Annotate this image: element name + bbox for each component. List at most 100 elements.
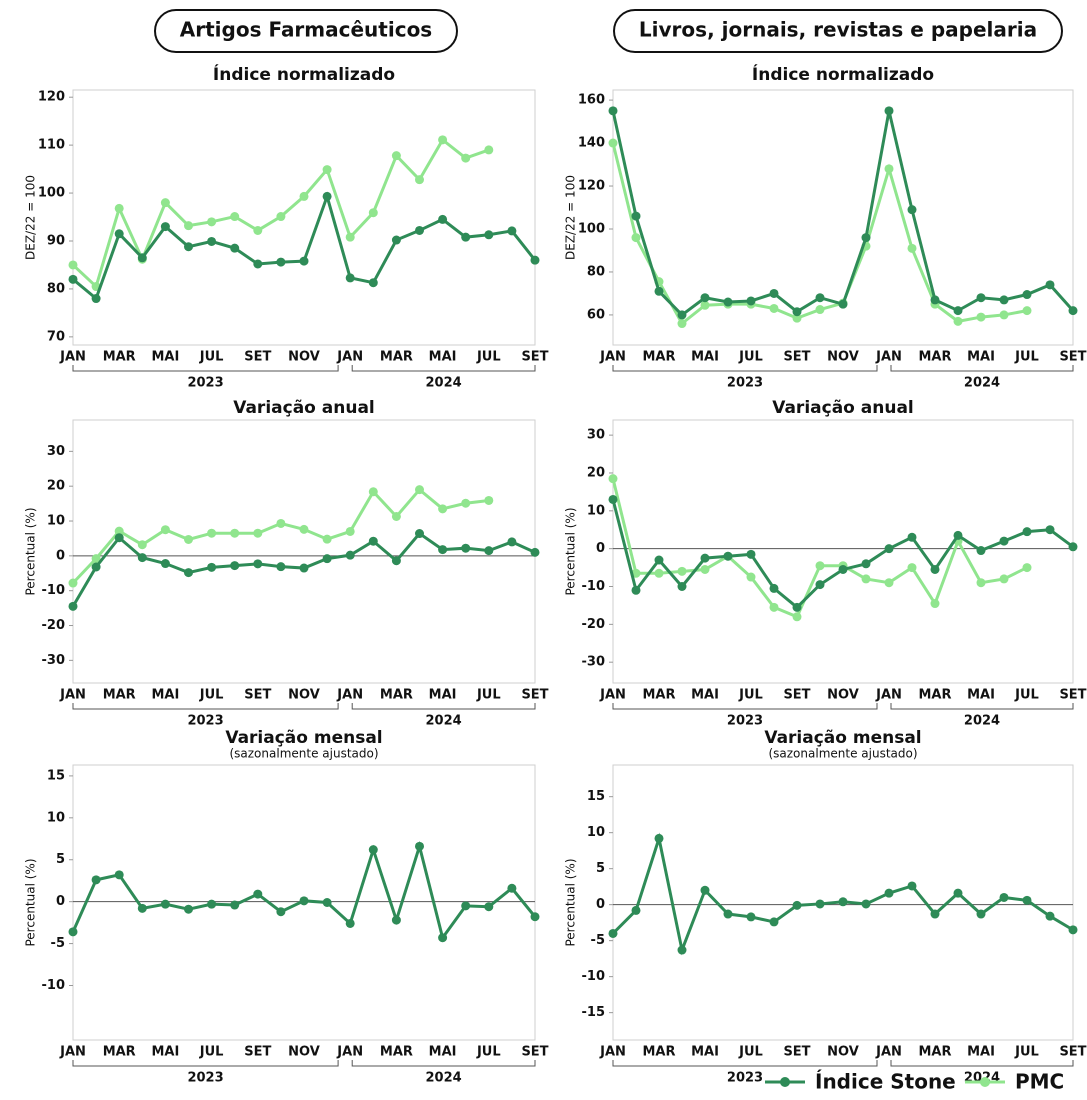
marker xyxy=(999,536,1009,546)
x-tick-label: JAN xyxy=(599,688,626,703)
year-label: 2023 xyxy=(727,376,763,391)
series-line xyxy=(611,110,1075,317)
marker xyxy=(769,583,779,593)
y-tick-label: 80 xyxy=(587,264,605,279)
marker xyxy=(114,533,124,543)
marker xyxy=(723,551,733,561)
marker xyxy=(160,198,170,208)
marker xyxy=(415,841,424,851)
marker xyxy=(438,135,448,145)
year-label: 2024 xyxy=(426,376,462,391)
marker xyxy=(769,303,779,313)
marker xyxy=(137,553,147,563)
year-bracket xyxy=(72,703,339,710)
marker xyxy=(322,898,332,907)
plot-frame xyxy=(72,764,536,1041)
marker xyxy=(484,902,494,912)
x-tick-label: JAN xyxy=(336,688,363,703)
marker xyxy=(184,534,193,544)
x-tick-label: MAR xyxy=(380,1045,413,1060)
marker xyxy=(769,602,779,612)
x-tick-label: JUL xyxy=(1014,350,1039,365)
y-tick-label: -15 xyxy=(582,1005,606,1020)
marker xyxy=(207,562,217,572)
marker xyxy=(299,896,309,906)
chart-title: Índice normalizado xyxy=(213,63,395,85)
marker xyxy=(68,578,78,588)
x-tick-label: JAN xyxy=(336,350,363,365)
marker xyxy=(815,561,825,571)
year-label: 2024 xyxy=(426,714,462,729)
marker xyxy=(230,900,240,910)
marker xyxy=(884,164,894,174)
x-tick-label: MAI xyxy=(967,1045,995,1060)
marker xyxy=(68,927,78,937)
plot-frame xyxy=(612,764,1074,1041)
column-header-box xyxy=(613,9,1063,53)
marker xyxy=(677,566,687,576)
year-bracket xyxy=(890,1060,1074,1067)
marker xyxy=(114,526,124,536)
marker xyxy=(792,602,802,612)
y-axis-label: Percentual (%) xyxy=(24,507,38,595)
plot-frame xyxy=(612,89,1074,346)
year-bracket xyxy=(72,1060,339,1067)
y-tick-label: 0 xyxy=(56,894,65,909)
marker xyxy=(160,559,170,569)
marker xyxy=(507,226,517,236)
marker xyxy=(907,205,917,215)
year-bracket xyxy=(890,365,1074,372)
x-tick-label: MAI xyxy=(151,688,179,703)
marker xyxy=(930,599,940,609)
marker xyxy=(345,273,355,283)
marker xyxy=(345,526,355,536)
marker xyxy=(484,230,494,240)
marker xyxy=(953,530,963,540)
y-tick-label: -20 xyxy=(42,618,66,633)
marker xyxy=(861,574,871,584)
marker xyxy=(723,297,733,307)
x-tick-label: MAR xyxy=(380,688,413,703)
y-tick-label: 160 xyxy=(578,93,605,108)
marker xyxy=(608,474,618,484)
x-tick-label: SET xyxy=(1059,350,1086,365)
marker xyxy=(184,568,193,578)
marker xyxy=(677,582,687,592)
x-tick-label: MAR xyxy=(103,350,136,365)
y-tick-label: -5 xyxy=(51,936,65,951)
marker xyxy=(1045,280,1055,290)
chart-title: Índice normalizado xyxy=(752,63,934,85)
marker xyxy=(368,536,378,546)
marker xyxy=(1045,911,1055,921)
y-tick-label: 5 xyxy=(56,852,65,867)
year-label: 2024 xyxy=(964,714,1000,729)
marker xyxy=(207,217,217,227)
marker xyxy=(299,524,309,534)
year-bracket xyxy=(351,365,536,372)
marker xyxy=(530,912,540,922)
y-tick-label: 10 xyxy=(47,514,65,529)
x-tick-label: SET xyxy=(521,350,548,365)
marker xyxy=(415,529,424,539)
marker xyxy=(391,556,401,566)
marker xyxy=(68,274,78,284)
marker xyxy=(438,214,448,224)
x-tick-label: JUL xyxy=(738,688,763,703)
marker xyxy=(391,151,401,161)
marker xyxy=(299,256,309,266)
x-tick-label: JAN xyxy=(599,1045,626,1060)
marker xyxy=(884,578,894,588)
marker xyxy=(68,601,78,611)
marker xyxy=(91,562,101,572)
x-tick-label: MAR xyxy=(918,688,951,703)
series-line xyxy=(611,478,1028,619)
x-tick-label: MAR xyxy=(380,350,413,365)
x-tick-label: JUL xyxy=(476,1045,501,1060)
marker xyxy=(608,494,618,504)
legend-marker xyxy=(780,1077,790,1087)
x-tick-label: JAN xyxy=(59,350,86,365)
marker xyxy=(91,875,101,885)
y-axis-label: DEZ/22 = 100 xyxy=(564,175,578,260)
marker xyxy=(1022,895,1032,905)
